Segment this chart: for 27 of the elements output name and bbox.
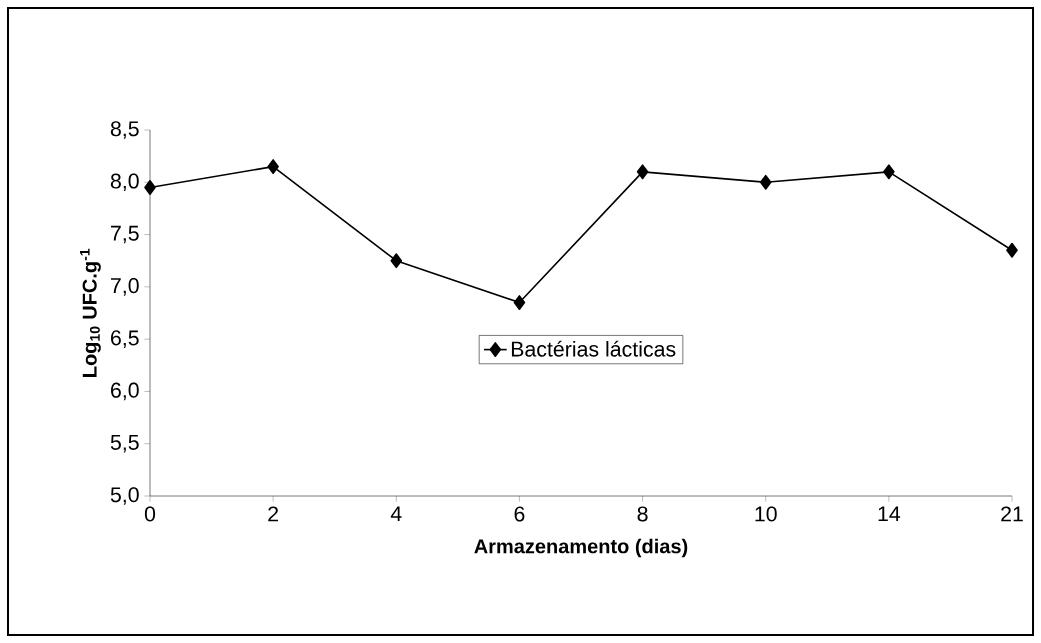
y-tick-label: 7,0 — [111, 278, 139, 296]
point — [636, 164, 649, 180]
y-tick-label: 6,0 — [111, 382, 139, 401]
x-tick-label: 8 — [637, 506, 648, 522]
x-tick-label: 10 — [755, 506, 777, 522]
point — [759, 174, 772, 190]
x-tick-label: 6 — [514, 506, 525, 522]
x-tick-label: 14 — [878, 506, 901, 522]
y-tick-label: 7,5 — [111, 225, 139, 244]
point — [390, 253, 403, 269]
point — [1006, 242, 1018, 258]
x-axis-title: Armazenamento (dias) — [474, 538, 688, 558]
y-tick-label: 5,0 — [110, 487, 139, 505]
x-tick-label: 2 — [268, 506, 278, 522]
point — [144, 180, 156, 195]
x-tick-label: 21 — [1001, 506, 1023, 522]
y-tick-label: 5,5 — [110, 435, 139, 453]
legend-label: Bactérias lácticas — [511, 340, 676, 357]
y-tick-label: 8,5 — [110, 121, 139, 139]
point — [883, 164, 895, 180]
x-tick-label: 0 — [144, 506, 156, 522]
y-tick-label: 8,0 — [110, 173, 139, 192]
y-tick-label: 6,5 — [111, 330, 139, 348]
point — [267, 159, 279, 175]
y-axis-title: Log$_{10}$ UFC.g$^{-1}$ — [79, 248, 101, 377]
x-tick-label: 4 — [390, 506, 402, 522]
point — [513, 295, 526, 311]
